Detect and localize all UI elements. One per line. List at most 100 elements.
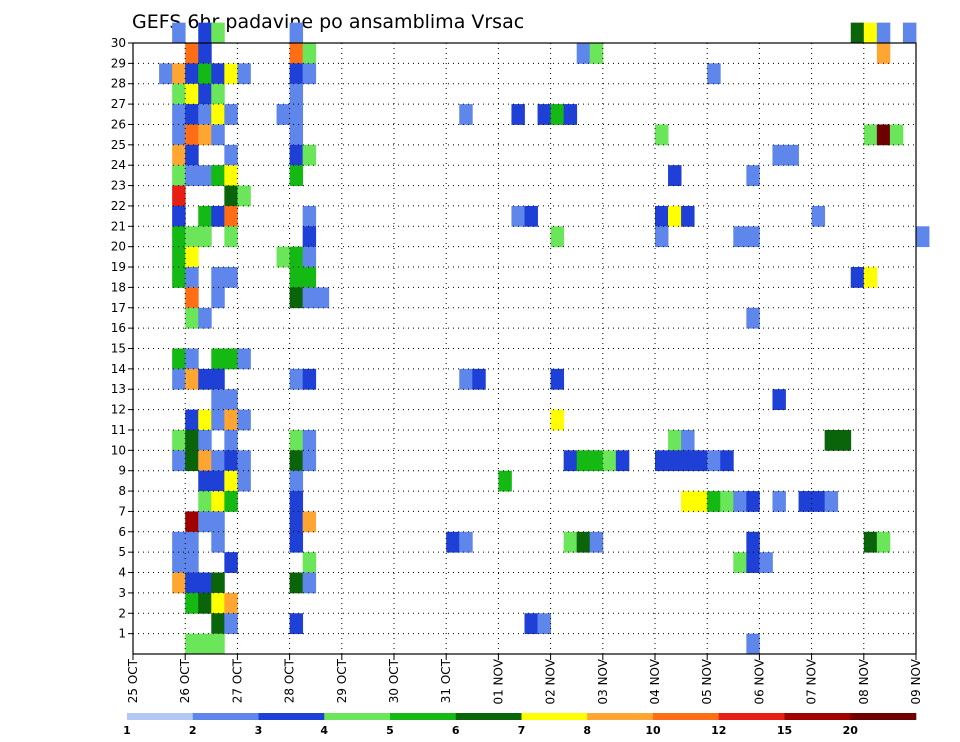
precip-cell [237,63,251,85]
precip-cell [681,429,695,451]
precip-cell [211,348,225,370]
y-tick-label: 7 [118,504,126,518]
y-tick-label: 19 [111,260,126,274]
y-tick-label: 5 [118,545,126,559]
precip-cell [315,287,330,309]
precip-cell [668,205,682,227]
precip-cell [733,226,747,248]
precip-cell [172,165,186,186]
precip-cell [550,409,565,431]
precip-cell [289,491,304,512]
precip-cell [576,43,591,64]
precip-cell [668,429,682,451]
precip-cell [511,104,525,125]
x-tick-label: 28 OCT [283,658,297,703]
precip-cell [211,165,225,186]
x-tick-label: 03 NOV [596,658,610,704]
precip-cell [185,450,199,472]
precip-cell [198,491,212,512]
precip-cell [224,165,238,186]
x-tick-label: 27 OCT [230,658,244,703]
precip-cell [694,450,708,472]
precip-cell [185,348,199,370]
precip-cell [302,429,317,451]
precip-cell [863,124,878,146]
x-tick-label: 06 NOV [752,658,766,704]
precip-cell [563,450,578,472]
colorbar-label: 12 [711,724,726,737]
y-tick-label: 29 [111,56,126,70]
precip-cell [655,226,669,248]
precip-cell [185,429,199,451]
colorbar-swatch [258,713,325,720]
precip-cell [511,205,525,227]
precip-cell [159,63,173,85]
precip-cell [224,450,238,472]
y-tick-label: 30 [111,36,126,50]
precip-cell [211,592,225,614]
precip-cell [916,226,930,248]
y-tick-label: 14 [111,362,126,376]
precip-cell [224,63,238,85]
precip-cell [211,83,225,105]
y-tick-label: 11 [111,423,126,437]
precip-cell [655,205,669,227]
x-tick-label: 31 OCT [439,658,453,703]
precip-cell [289,511,304,533]
precip-cell [746,552,760,573]
colorbar-swatch [127,713,194,720]
precip-cell [720,491,734,512]
precip-cell [198,368,212,390]
precip-cell [472,368,486,390]
x-tick-label: 05 NOV [700,658,714,704]
precip-cell [185,246,199,268]
precip-cell [537,613,551,635]
precip-cell [498,470,512,492]
precip-cell [198,429,212,451]
precip-cell [198,511,212,533]
precip-cell [172,22,186,44]
precip-cell [185,124,199,146]
y-tick-label: 13 [111,382,126,396]
y-tick-label: 3 [118,586,126,600]
precip-cell [211,389,225,410]
precip-cell [772,491,786,512]
precip-cell [211,104,225,125]
precip-cell [237,450,251,472]
precip-cell [863,531,878,553]
precip-cell [224,592,238,614]
precip-cell [211,491,225,512]
precip-cell [185,43,199,64]
precip-cell [615,450,630,472]
precip-cell [537,104,551,125]
precip-cell [185,226,199,248]
precip-cell [811,205,826,227]
precip-cell [550,368,565,390]
colorbar-label: 2 [189,724,197,737]
precip-cell [185,287,199,309]
precip-cell [746,531,760,553]
colorbar-label: 3 [255,724,263,737]
precip-cell [289,165,304,186]
precip-cell [198,592,212,614]
precip-cell [211,633,225,655]
precip-cell [694,491,708,512]
precip-cell [681,205,695,227]
precip-cell [237,470,251,492]
precip-cell [289,267,304,288]
precip-cell [172,368,186,390]
colorbar-label: 1 [123,724,131,737]
precip-cell [524,205,538,227]
precip-cell [302,572,317,594]
precip-cell [211,205,225,227]
y-tick-label: 22 [111,199,126,213]
precip-cell [576,450,591,472]
precip-cell [459,531,473,553]
precip-cell [302,205,317,227]
precip-cell [824,491,839,512]
precip-cell [198,165,212,186]
precip-cell [289,22,304,44]
precip-cell [198,43,212,64]
precip-cell [198,633,212,655]
precip-cell [655,450,669,472]
